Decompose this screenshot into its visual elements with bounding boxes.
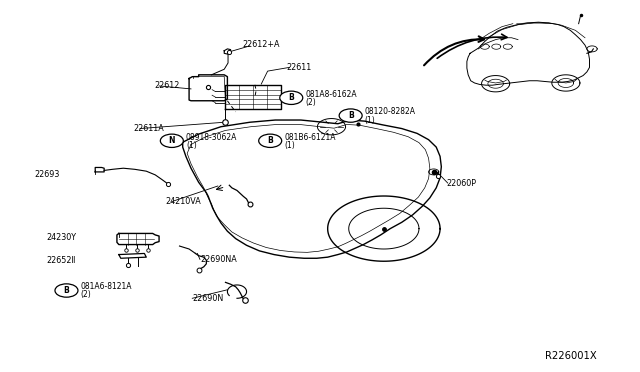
Text: (2): (2) (305, 98, 316, 107)
Text: R226001X: R226001X (545, 351, 596, 361)
Text: 08120-8282A: 08120-8282A (365, 108, 416, 116)
Text: 22612+A: 22612+A (242, 40, 280, 49)
Text: 08918-3062A: 08918-3062A (186, 132, 237, 142)
Text: 24210VA: 24210VA (166, 197, 201, 206)
Circle shape (55, 284, 78, 297)
Text: 22611A: 22611A (134, 124, 164, 133)
Text: 081A8-6162A: 081A8-6162A (305, 90, 357, 99)
Text: 081A6-8121A: 081A6-8121A (81, 282, 132, 291)
Text: 22060P: 22060P (447, 179, 476, 187)
Text: 22652Ⅱ: 22652Ⅱ (47, 256, 76, 264)
Text: (1): (1) (284, 141, 295, 150)
Circle shape (259, 134, 282, 147)
Text: (2): (2) (81, 291, 92, 299)
Text: 22612: 22612 (154, 81, 179, 90)
Text: 24230Y: 24230Y (47, 232, 77, 242)
Text: B: B (289, 93, 294, 102)
Circle shape (280, 91, 303, 105)
Text: B: B (63, 286, 69, 295)
Text: (1): (1) (365, 116, 376, 125)
Circle shape (161, 134, 183, 147)
Text: 22690NA: 22690NA (200, 255, 237, 264)
Text: B: B (348, 111, 353, 120)
Text: 081B6-6121A: 081B6-6121A (284, 132, 336, 142)
Text: 22611: 22611 (287, 63, 312, 72)
Circle shape (339, 109, 362, 122)
Text: B: B (268, 136, 273, 145)
Text: 22693: 22693 (34, 170, 60, 179)
Text: 22690N: 22690N (192, 294, 223, 303)
Text: (1): (1) (186, 141, 196, 150)
Text: N: N (168, 136, 175, 145)
